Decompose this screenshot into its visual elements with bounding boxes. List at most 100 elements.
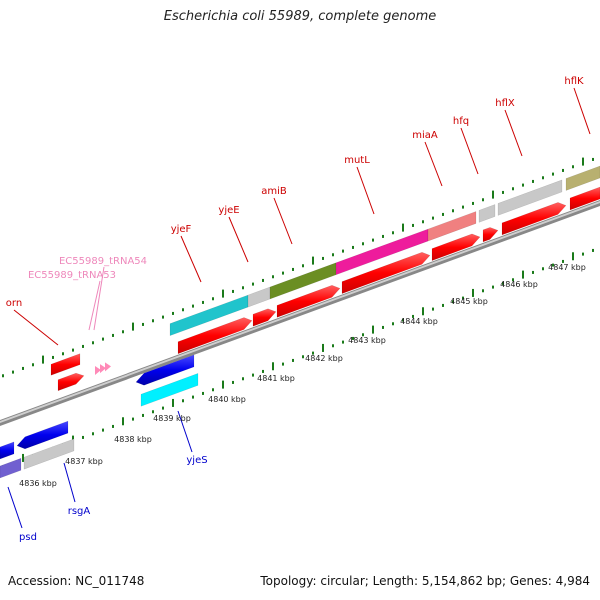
- minor-tick: [432, 307, 434, 311]
- minor-tick: [292, 267, 294, 271]
- major-tick: [222, 380, 224, 389]
- leader-line: [88, 280, 101, 331]
- minor-tick: [472, 201, 474, 205]
- minor-tick: [132, 417, 134, 421]
- scale-label: 4842 kbp: [305, 354, 343, 363]
- major-tick: [42, 355, 44, 364]
- minor-tick: [12, 370, 14, 374]
- leader-line: [460, 127, 479, 175]
- cds-bar-hfq[interactable]: [482, 227, 499, 243]
- minor-tick: [392, 231, 394, 235]
- cds-bar-hflX[interactable]: [501, 202, 567, 236]
- leader-line: [13, 309, 59, 346]
- minor-tick: [62, 352, 64, 356]
- gene-bar-orn[interactable]: [50, 353, 81, 376]
- minor-tick: [212, 388, 214, 392]
- scale-label: 4840 kbp: [208, 395, 246, 404]
- minor-tick: [192, 304, 194, 308]
- cds-bar-yjeE[interactable]: [252, 308, 277, 327]
- cds-bar-orn[interactable]: [57, 372, 85, 392]
- minor-tick: [302, 355, 304, 359]
- minor-tick: [362, 333, 364, 337]
- minor-tick: [232, 289, 234, 293]
- minor-tick: [322, 256, 324, 260]
- scale-label: 4837 kbp: [65, 457, 103, 466]
- minor-tick: [412, 314, 414, 318]
- gene-label[interactable]: yjeF: [171, 224, 192, 235]
- minor-tick: [2, 374, 4, 378]
- gene-bar-hflK[interactable]: [565, 165, 600, 191]
- minor-tick: [512, 187, 514, 191]
- leader-line: [424, 141, 443, 187]
- minor-tick: [482, 289, 484, 293]
- minor-tick: [372, 238, 374, 242]
- gene-bar-yjeS[interactable]: [135, 354, 195, 386]
- minor-tick: [302, 264, 304, 268]
- gene-label[interactable]: EC55989_tRNA53: [28, 270, 116, 281]
- trna-marker[interactable]: [100, 364, 106, 374]
- minor-tick: [552, 172, 554, 176]
- minor-tick: [352, 245, 354, 249]
- gene-label[interactable]: miaA: [412, 130, 438, 141]
- leader-line: [177, 410, 193, 453]
- cds-bar-yjeF[interactable]: [177, 317, 253, 355]
- gene-bar-yjeE[interactable]: [247, 286, 271, 308]
- minor-tick: [592, 248, 594, 252]
- gene-label[interactable]: psd: [19, 532, 37, 543]
- gene-bar-rsgA[interactable]: [16, 420, 69, 450]
- cds-bar-miaA[interactable]: [431, 233, 481, 261]
- cds-bar-hflK[interactable]: [569, 186, 600, 211]
- gene-bar-hflX[interactable]: [497, 179, 563, 216]
- minor-tick: [532, 270, 534, 274]
- gene-bar-hfq[interactable]: [478, 204, 496, 223]
- minor-tick: [272, 275, 274, 279]
- leader-line: [63, 462, 76, 503]
- cds-bar-yjeS[interactable]: [140, 373, 199, 407]
- cds-bar-psd[interactable]: [0, 457, 22, 479]
- minor-tick: [202, 391, 204, 395]
- minor-tick: [522, 183, 524, 187]
- trna-marker[interactable]: [105, 362, 111, 372]
- gene-label[interactable]: yjeS: [186, 455, 207, 466]
- gene-label[interactable]: yjeE: [218, 205, 239, 216]
- gene-label[interactable]: hflX: [495, 98, 515, 109]
- cds-bar-rsgA[interactable]: [23, 438, 75, 470]
- minor-tick: [182, 308, 184, 312]
- gene-label[interactable]: mutL: [344, 155, 370, 166]
- major-tick: [572, 252, 574, 261]
- cds-bar-amiB[interactable]: [276, 284, 341, 318]
- gene-bar-psd[interactable]: [0, 441, 15, 460]
- trna-marker[interactable]: [95, 366, 101, 375]
- minor-tick: [92, 432, 94, 436]
- gene-label[interactable]: EC55989_tRNA54: [59, 256, 147, 267]
- minor-tick: [512, 278, 514, 282]
- minor-tick: [282, 271, 284, 275]
- gene-label[interactable]: amiB: [261, 186, 287, 197]
- minor-tick: [172, 311, 174, 315]
- gene-label[interactable]: rsgA: [68, 506, 91, 517]
- minor-tick: [52, 355, 54, 359]
- major-tick: [422, 307, 424, 316]
- scale-label: 4839 kbp: [153, 414, 191, 423]
- scale-label: 4836 kbp: [19, 479, 57, 488]
- major-tick: [472, 288, 474, 297]
- major-tick: [492, 190, 494, 199]
- minor-tick: [402, 318, 404, 322]
- minor-tick: [542, 267, 544, 271]
- minor-tick: [572, 165, 574, 169]
- gene-label[interactable]: orn: [6, 298, 22, 309]
- minor-tick: [182, 399, 184, 403]
- minor-tick: [592, 157, 594, 161]
- genome-backbone-highlight: [0, 201, 600, 423]
- gene-label[interactable]: hfq: [453, 116, 469, 127]
- gene-bar-miaA[interactable]: [427, 211, 477, 242]
- minor-tick: [502, 190, 504, 194]
- gene-label[interactable]: hflK: [564, 76, 584, 87]
- cds-bar-mutL[interactable]: [341, 251, 431, 294]
- minor-tick: [412, 223, 414, 227]
- leader-line: [93, 266, 105, 331]
- minor-tick: [492, 285, 494, 289]
- minor-tick: [352, 336, 354, 340]
- minor-tick: [342, 340, 344, 344]
- major-tick: [172, 398, 174, 407]
